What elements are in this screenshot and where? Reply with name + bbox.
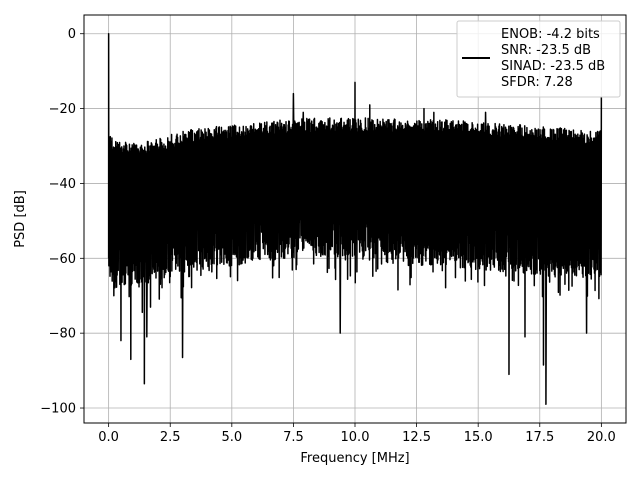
x-tick-label: 7.5 — [283, 430, 304, 445]
psd-trace — [107, 32, 603, 406]
x-tick-label: 20.0 — [587, 430, 616, 445]
y-tick-label: −20 — [49, 102, 76, 117]
legend-box — [456, 20, 621, 98]
y-tick-label: −60 — [49, 252, 76, 267]
x-tick-label: 12.5 — [402, 430, 431, 445]
x-axis-label: Frequency [MHz] — [300, 451, 409, 466]
legend: ENOB: -4.2 bits SNR: -23.5 dB SINAD: -23… — [456, 20, 621, 98]
legend-entry-sfdr: SFDR: 7.28 — [501, 75, 573, 90]
y-axis: 0 −20 −40 −60 −80 −100 — [40, 27, 84, 417]
legend-entry-snr: SNR: -23.5 dB — [501, 43, 591, 58]
x-tick-label: 17.5 — [525, 430, 554, 445]
y-axis-label: PSD [dB] — [13, 190, 28, 248]
x-tick-label: 5.0 — [221, 430, 242, 445]
x-tick-label: 10.0 — [341, 430, 370, 445]
x-tick-label: 0.0 — [98, 430, 119, 445]
legend-entry-enob: ENOB: -4.2 bits — [501, 27, 600, 42]
x-tick-label: 15.0 — [464, 430, 493, 445]
y-tick-label: −100 — [40, 402, 76, 417]
x-tick-label: 2.5 — [160, 430, 181, 445]
x-axis: 0.0 2.5 5.0 7.5 10.0 12.5 15.0 17.5 20.0 — [98, 423, 616, 445]
psd-series — [107, 32, 603, 406]
legend-entry-sinad: SINAD: -23.5 dB — [501, 59, 605, 74]
y-tick-label: −40 — [49, 177, 76, 192]
y-tick-label: 0 — [68, 27, 76, 42]
y-tick-label: −80 — [49, 327, 76, 342]
